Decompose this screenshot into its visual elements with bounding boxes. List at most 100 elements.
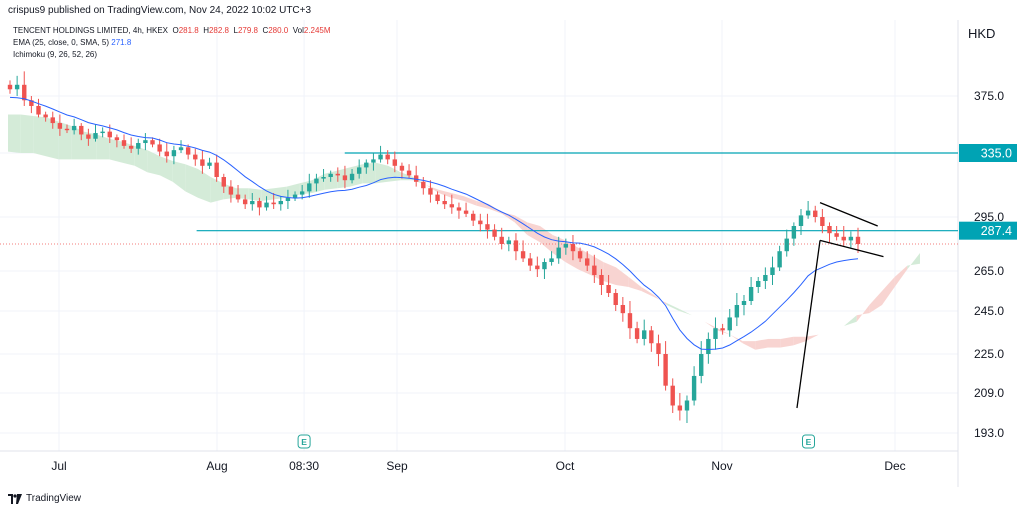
cloud-segment [882,277,895,305]
candle [371,153,376,171]
cloud-segment [907,253,920,270]
price-tick-label: 245.0 [974,304,1004,318]
candle-body [36,105,41,115]
candle [542,258,547,279]
candle [492,224,497,241]
candle-body [535,265,540,270]
candle-body [720,328,725,331]
time-tick-label: Oct [556,459,575,473]
candle-body [449,204,455,208]
candle-body [777,251,782,268]
cloud-segment [742,341,756,350]
candle-body [128,145,134,149]
candle-body [264,202,269,208]
candle [43,111,48,122]
candle [699,341,704,384]
candle [670,378,675,413]
cloud-segment [96,134,110,160]
cloud-segment [464,196,477,206]
candle-body [14,84,20,90]
candle [634,321,640,344]
candle-body [250,201,255,205]
grid [0,20,959,487]
candle-body [200,159,205,166]
candle [321,169,326,182]
price-tick-label: 225.0 [974,347,1004,361]
candle [342,165,348,189]
candle [506,236,512,252]
symbol-label[interactable]: TENCENT HOLDINGS LIMITED, 4h, HKEX [13,26,168,35]
candle-body [164,151,169,157]
candle [599,269,604,295]
cloud-segment [793,336,806,346]
candle [777,245,782,271]
candle-body [463,210,469,214]
candle [713,317,718,350]
price-tick-label: 295.0 [974,210,1004,224]
candle [121,134,127,149]
candle [499,227,504,250]
candle [613,289,618,311]
candle [813,205,818,223]
cloud-segment [147,150,160,176]
cloud-segment [20,114,34,153]
ohlc-high: H282.8 [203,26,230,35]
cloud-segment [540,226,553,253]
candle [798,209,804,235]
candle-body [627,313,633,329]
candle [200,150,205,174]
trendlines[interactable] [796,201,884,409]
footer: TradingView [0,487,1024,511]
candle-body [492,229,497,237]
candle-body [50,117,55,124]
candle [349,169,355,184]
candle [221,173,226,193]
candle [428,180,433,203]
cloud-segment [755,338,768,350]
candle-body [670,385,675,406]
candle-body [185,147,191,155]
price-tick-label: 193.0 [974,426,1004,440]
candle [193,148,198,166]
candle [463,202,469,217]
candle-body [299,191,305,195]
cloud-segment [869,291,882,314]
candle [364,159,369,174]
candle-body [741,301,747,305]
price-axis[interactable]: 375.0 295.0 265.0 245.0 225.0 209.0 193.0 335.0… [959,89,1017,440]
cloud-segment [844,315,857,327]
candle [756,277,761,293]
candle [207,157,212,169]
candle [585,251,590,271]
candle-body [157,144,162,152]
candle-body [385,154,390,160]
time-axis[interactable]: Jul Aug 08:30 Sep Oct Nov Dec [51,459,905,473]
candle [185,144,191,160]
candle [235,185,241,203]
candle-body [485,224,490,230]
legend-ichimoku-row[interactable]: Ichimoku (9, 26, 52, 26) [13,49,331,61]
candle [677,393,683,421]
candle [820,209,825,234]
candle-body [456,207,462,211]
time-tick-label: Aug [206,459,227,473]
candle-body [114,137,120,141]
candle-body [513,240,519,252]
candle-body [699,354,704,376]
candle [86,128,91,146]
tradingview-logo[interactable]: TradingView [8,493,81,504]
candle-body [478,220,483,225]
legend-ema-row[interactable]: EMA (25, close, 0, SMA, 5) 271.8 [13,37,331,49]
legend: TENCENT HOLDINGS LIMITED, 4h, HKEX O281.… [13,25,331,61]
cloud-segment [375,162,388,184]
earnings-label: E [806,437,812,447]
candle [663,341,668,391]
candle-body [542,262,547,270]
candle [413,165,419,187]
candle-body [805,210,811,216]
candle [478,213,483,232]
cloud-segment [780,336,794,348]
candle-body [178,147,184,151]
